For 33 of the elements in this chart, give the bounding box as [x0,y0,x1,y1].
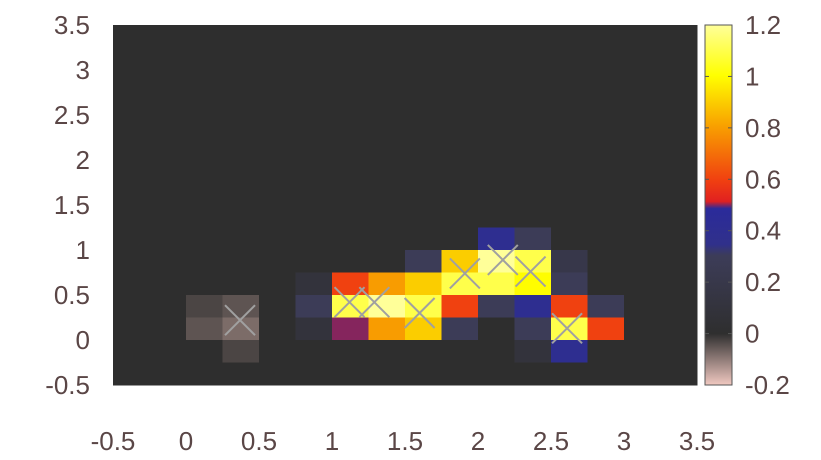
x-tick-label: 0 [178,426,194,456]
x-tick-label: 1.5 [386,426,424,456]
color-bar-label: 0.6 [745,164,782,194]
y-tick-label: 2.5 [54,100,90,130]
x-tick-label: 0.5 [240,426,278,456]
y-tick-label: 1 [76,235,90,265]
y-tick-label: -0.5 [45,370,90,400]
point [404,297,436,329]
color-bar-label: 0.4 [745,216,782,246]
x-tick-label: 1 [324,426,340,456]
point [514,256,547,288]
point [334,286,366,318]
point [448,257,481,290]
y-tick-label: 1.5 [54,190,90,220]
point [551,312,584,344]
x-tick-label: 3.5 [678,426,716,456]
point [358,286,390,318]
y-tick-label: 3 [76,55,90,85]
x-tick-label: 3 [616,426,632,456]
x-tick-label: 2 [470,426,486,456]
point [486,244,519,276]
x-tick-label: 2.5 [532,426,570,456]
color-bar-label: 1.2 [745,10,782,40]
color-bar-label: 0 [745,318,760,349]
color-bar-label: 1 [745,61,760,92]
y-tick-label: 2 [76,145,90,175]
color-bar-label: 0.8 [745,112,782,143]
color-bar-label: -0.2 [745,370,790,400]
y-tick-label: 0.5 [54,280,90,310]
y-tick-label: 3.5 [54,10,90,40]
y-tick-label: 0 [76,325,90,355]
point [224,304,256,336]
color-bar-label: 0.2 [745,267,782,298]
